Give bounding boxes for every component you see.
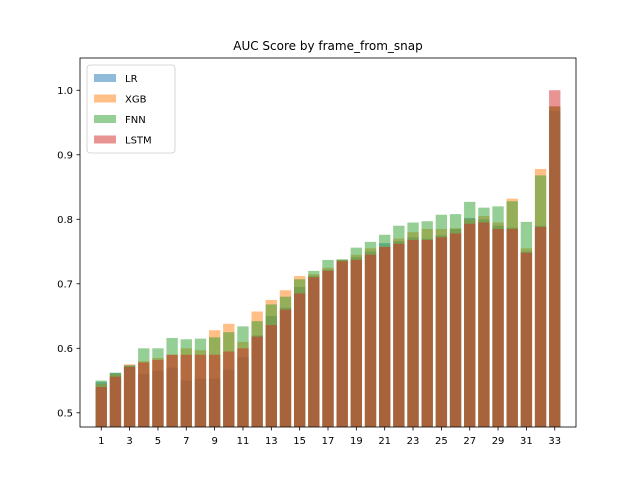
legend-swatch-fnn bbox=[94, 115, 116, 123]
y-tick-label: 0.9 bbox=[57, 150, 73, 161]
x-tick-label: 9 bbox=[211, 436, 217, 447]
bar-lstm-29 bbox=[492, 228, 504, 427]
x-tick-label: 19 bbox=[350, 436, 363, 447]
legend-label-lstm: LSTM bbox=[125, 136, 152, 147]
legend-swatch-lr bbox=[94, 74, 116, 82]
bar-lstm-3 bbox=[123, 367, 136, 427]
bars-layer bbox=[95, 90, 561, 428]
bar-lstm-14 bbox=[279, 309, 292, 427]
x-tick-label: 25 bbox=[435, 436, 448, 447]
x-tick-label: 29 bbox=[492, 436, 505, 447]
legend-swatch-lstm bbox=[94, 135, 116, 144]
bar-lstm-9 bbox=[208, 354, 221, 427]
bar-lstm-25 bbox=[435, 237, 448, 427]
bar-lstm-26 bbox=[449, 233, 462, 427]
bar-lstm-20 bbox=[364, 254, 377, 427]
bar-lstm-17 bbox=[322, 270, 334, 427]
x-tick-label: 27 bbox=[463, 436, 476, 447]
legend-label-lr: LR bbox=[125, 74, 138, 85]
legend-label-xgb: XGB bbox=[125, 95, 147, 106]
x-tick-label: 17 bbox=[322, 436, 335, 447]
x-tick-label: 31 bbox=[520, 436, 533, 447]
bar-lstm-11 bbox=[237, 348, 249, 427]
bar-lstm-24 bbox=[421, 239, 433, 427]
x-tick-label: 3 bbox=[126, 436, 132, 447]
bar-lstm-28 bbox=[478, 222, 490, 427]
legend-box bbox=[86, 64, 176, 154]
bar-lstm-13 bbox=[265, 325, 277, 427]
bar-lstm-7 bbox=[180, 354, 192, 427]
bar-lstm-5 bbox=[152, 359, 164, 427]
bar-lstm-12 bbox=[251, 336, 263, 427]
x-tick-label: 33 bbox=[548, 436, 561, 447]
bar-lstm-4 bbox=[138, 362, 150, 427]
bar-lstm-8 bbox=[194, 354, 207, 427]
bar-lstm-15 bbox=[293, 293, 306, 427]
bar-lstm-22 bbox=[393, 243, 405, 427]
bar-lstm-27 bbox=[464, 223, 476, 427]
y-tick-label: 0.8 bbox=[57, 215, 73, 226]
x-tick-label: 5 bbox=[155, 436, 161, 447]
x-tick-label: 13 bbox=[265, 436, 278, 447]
x-tick-label: 15 bbox=[293, 436, 306, 447]
y-tick-label: 0.7 bbox=[57, 279, 73, 290]
bar-lstm-32 bbox=[534, 227, 547, 427]
bar-lstm-19 bbox=[350, 259, 363, 427]
bar-lstm-6 bbox=[166, 354, 178, 427]
y-tick-label: 1.0 bbox=[57, 86, 73, 97]
bar-lstm-18 bbox=[336, 261, 348, 427]
x-tick-label: 7 bbox=[183, 436, 189, 447]
bar-lstm-30 bbox=[506, 228, 518, 427]
bar-lstm-23 bbox=[407, 239, 419, 427]
bar-lstm-33 bbox=[549, 90, 561, 427]
bar-lstm-10 bbox=[223, 351, 235, 427]
x-tick-label: 21 bbox=[378, 436, 391, 447]
legend-swatch-xgb bbox=[94, 94, 116, 103]
chart-title: AUC Score by frame_from_snap bbox=[233, 39, 422, 53]
bar-lstm-31 bbox=[520, 252, 533, 427]
x-tick-label: 11 bbox=[237, 436, 250, 447]
bar-lstm-21 bbox=[379, 247, 391, 427]
bar-lstm-16 bbox=[308, 277, 320, 427]
x-tick-label: 1 bbox=[98, 436, 104, 447]
legend-label-fnn: FNN bbox=[125, 115, 146, 126]
axes-layer: 0.50.60.70.80.91.01 3 5 7 9 11 13 15 17 19 21 23 25 2… bbox=[57, 57, 577, 447]
y-tick-label: 0.6 bbox=[57, 344, 73, 355]
y-tick-label: 0.5 bbox=[57, 408, 73, 419]
legend: LR XGB FNN LSTM bbox=[86, 64, 176, 154]
bar-lstm-2 bbox=[109, 376, 122, 427]
bar-lstm-1 bbox=[95, 387, 107, 427]
x-tick-label: 23 bbox=[407, 436, 420, 447]
